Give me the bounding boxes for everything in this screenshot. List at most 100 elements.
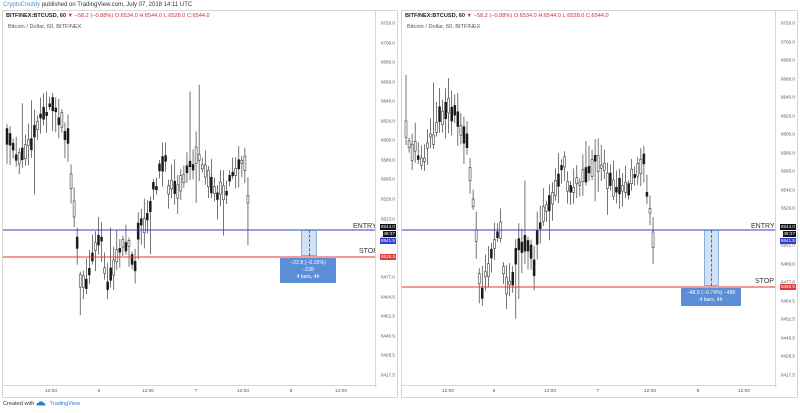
price-tick: 6540.0: [780, 187, 795, 193]
candle: [642, 145, 646, 183]
candle: [158, 159, 161, 179]
candle: [474, 211, 478, 259]
price-tick: 6489.0: [780, 261, 795, 267]
created-with-text: Created with: [3, 401, 35, 407]
candle: [231, 157, 234, 180]
candle: [453, 94, 457, 123]
time-axis[interactable]: 12:00 6 12:00 7 12:00 8 12:00: [402, 385, 777, 397]
time-axis[interactable]: 12:00 6 12:00 7 12:00 8 12:00: [3, 385, 377, 397]
candle: [94, 231, 97, 272]
price-axis[interactable]: 6720.0 6700.0 6680.0 6660.0 6640.0 6620.0 6600…: [375, 11, 397, 387]
candle: [511, 266, 514, 293]
position-info-line2: 4 bars, 4h: [699, 297, 723, 303]
price-tick: 6452.5: [380, 313, 395, 319]
candle: [11, 138, 15, 159]
candlestick-plot[interactable]: [402, 11, 777, 387]
candle: [538, 205, 542, 244]
candle: [36, 115, 39, 140]
candle: [523, 180, 527, 265]
price-tag-countdown: 48:37: [782, 231, 796, 237]
chart-panel-left[interactable]: BITFINEX:BTCUSD, 60 ▼ −58.2 (−0.88%) O:6…: [2, 10, 398, 398]
candle: [572, 168, 575, 204]
price-tick: 6428.5: [780, 353, 795, 359]
candle: [468, 157, 472, 194]
candle: [502, 262, 505, 284]
position-info-label: −22.8 (−0.35%) −228 4 bars, 4h: [280, 258, 336, 283]
candle: [69, 164, 73, 204]
candle: [246, 177, 250, 246]
ohlc-legend: BITFINEX:BTCUSD, 60 ▼ −58.2 (−0.88%) O:6…: [405, 13, 609, 19]
candle: [54, 97, 58, 133]
candle: [514, 239, 518, 319]
candlestick-plot[interactable]: [3, 11, 377, 387]
candle: [97, 216, 100, 255]
candle: [569, 180, 572, 205]
footer: Created with TradingView: [3, 401, 80, 407]
candle: [234, 157, 237, 189]
candle: [127, 237, 131, 268]
price-tick: 6513.0: [380, 216, 395, 222]
candle: [627, 180, 630, 200]
price-tick: 6560.0: [380, 176, 395, 182]
candle: [596, 138, 600, 193]
symbol-label[interactable]: BITFINEX:BTCUSD, 60: [6, 13, 66, 19]
price-tick: 6464.5: [380, 294, 395, 300]
candle: [88, 249, 91, 285]
price-axis[interactable]: 6720.0 6700.0 6680.0 6660.0 6640.0 6620.0 6600…: [775, 11, 797, 387]
candle: [197, 84, 201, 182]
candle: [213, 177, 216, 202]
price-tick: 6720.0: [380, 20, 395, 26]
price-tick: 6440.5: [380, 333, 395, 339]
candle: [633, 166, 636, 186]
price-tick: 6501.0: [780, 242, 795, 248]
price-tick: 6620.0: [780, 113, 795, 119]
candle: [106, 262, 109, 300]
ohlc-values: O:6534.0 H:6544.0 L:6528.0 C:6544.0: [114, 13, 210, 19]
candle: [584, 141, 588, 186]
price-tag-last: 6544.0: [379, 224, 396, 230]
symbol-label[interactable]: BITFINEX:BTCUSD, 60: [405, 13, 465, 19]
candle: [423, 144, 426, 171]
candle: [496, 223, 499, 242]
candle: [599, 144, 603, 181]
candle: [651, 216, 655, 265]
time-tick: 12:00: [543, 389, 557, 394]
candle: [560, 159, 563, 184]
candle: [542, 188, 545, 226]
candle: [51, 92, 54, 131]
candle: [532, 245, 536, 291]
price-tick: 6620.0: [380, 118, 395, 124]
candle: [210, 158, 213, 199]
candle: [112, 246, 115, 290]
candle: [535, 211, 539, 260]
chart-name: Bitcoin / Dollar, 60, BITFINEX: [8, 24, 82, 30]
chart-panel-right[interactable]: BITFINEX:BTCUSD, 60 ▼ −58.2 (−0.88%) O:6…: [401, 10, 798, 398]
candle: [618, 168, 621, 209]
candle: [490, 242, 493, 273]
candle: [520, 228, 524, 274]
candle: [216, 185, 219, 220]
candle: [155, 177, 158, 195]
candle: [146, 200, 149, 234]
price-tick: 6452.5: [780, 316, 795, 322]
time-tick: 8: [696, 389, 700, 394]
candle: [499, 208, 502, 243]
change-label: ▼ −58.2 (−0.88%): [67, 13, 114, 19]
candle: [456, 92, 460, 146]
candle: [188, 91, 192, 181]
candle: [136, 212, 140, 260]
author-link[interactable]: CryptoCreddy: [3, 2, 41, 8]
time-tick: 6: [97, 389, 101, 394]
candle: [410, 133, 414, 171]
price-tick: 6640.0: [780, 94, 795, 100]
candle: [72, 187, 76, 228]
candle: [566, 171, 569, 204]
candle: [621, 173, 624, 207]
time-tick: 7: [194, 389, 198, 394]
candle: [639, 148, 643, 187]
tradingview-link[interactable]: TradingView: [49, 401, 81, 407]
candle: [441, 99, 444, 133]
candle: [587, 145, 591, 182]
price-tick: 6600.0: [780, 131, 795, 137]
candle: [33, 109, 36, 195]
